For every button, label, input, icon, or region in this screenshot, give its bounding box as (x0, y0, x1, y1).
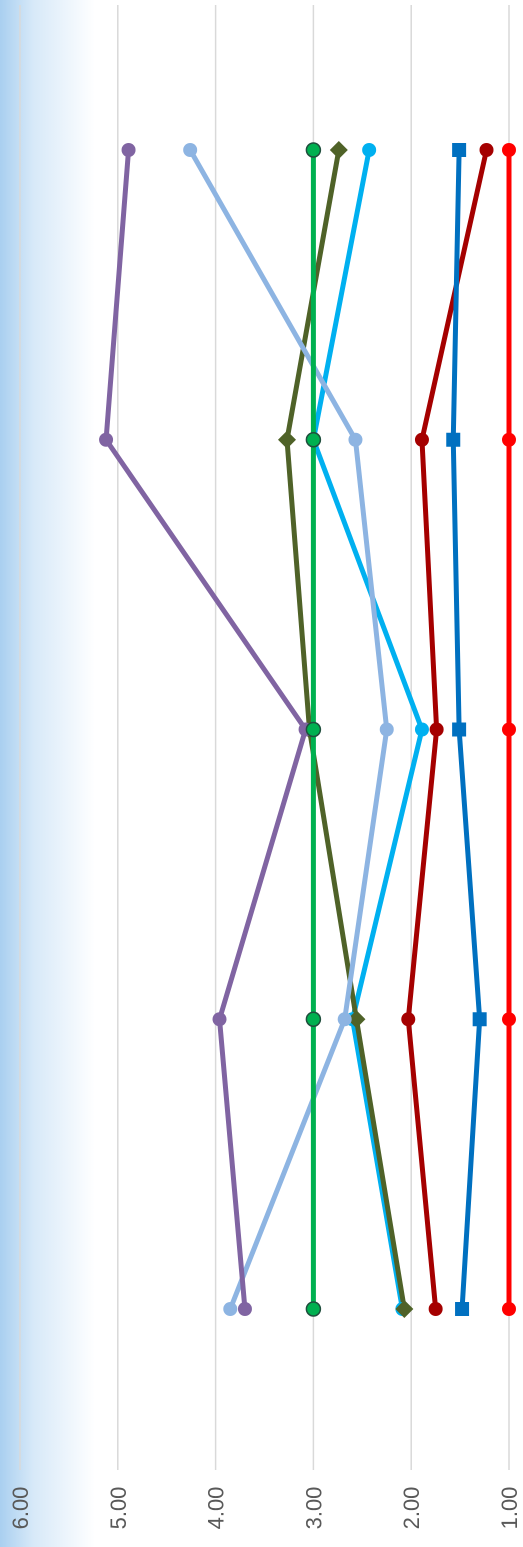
y-tick-label: 5.00 (106, 1487, 131, 1530)
y-tick-label: 1.00 (497, 1487, 522, 1530)
data-point (502, 1302, 516, 1316)
data-point (305, 1011, 322, 1027)
data-point (305, 142, 322, 158)
data-point (329, 141, 348, 159)
series-line (310, 147, 425, 1312)
data-point (212, 1012, 227, 1027)
data-point (502, 143, 516, 157)
data-point (305, 721, 322, 738)
background-gradient (0, 0, 95, 1547)
data-point (305, 1301, 322, 1317)
y-tick-label: 3.00 (301, 1487, 326, 1530)
data-point (414, 722, 429, 737)
data-point (348, 432, 363, 447)
series-line (187, 147, 390, 1312)
data-point (502, 1012, 516, 1027)
y-tick-label: 6.00 (8, 1487, 33, 1530)
data-point (455, 1302, 470, 1316)
data-point (401, 1012, 416, 1027)
data-point (347, 1010, 366, 1029)
y-axis-ticks: 1.00 2.00 3.00 4.00 5.00 6.00 (8, 1487, 522, 1530)
data-point (502, 432, 516, 447)
data-point (277, 430, 296, 449)
series-markers (99, 141, 516, 1318)
data-point (395, 1300, 414, 1318)
data-point (237, 1302, 252, 1316)
data-point (452, 722, 467, 737)
data-point (446, 432, 461, 447)
data-point (414, 432, 429, 447)
data-point (337, 1012, 352, 1027)
data-point (121, 143, 136, 157)
data-point (183, 143, 198, 157)
data-point (502, 722, 516, 737)
data-point (472, 1012, 487, 1027)
data-point (362, 143, 377, 157)
data-point (223, 1302, 238, 1316)
data-point (429, 722, 444, 737)
data-point (99, 432, 114, 447)
data-point (379, 722, 394, 737)
data-point (305, 432, 322, 448)
y-tick-label: 2.00 (399, 1487, 424, 1530)
data-point (428, 1302, 443, 1316)
data-point (452, 143, 467, 157)
y-tick-label: 4.00 (204, 1487, 229, 1530)
series-line (103, 147, 309, 1312)
data-point (479, 143, 494, 157)
